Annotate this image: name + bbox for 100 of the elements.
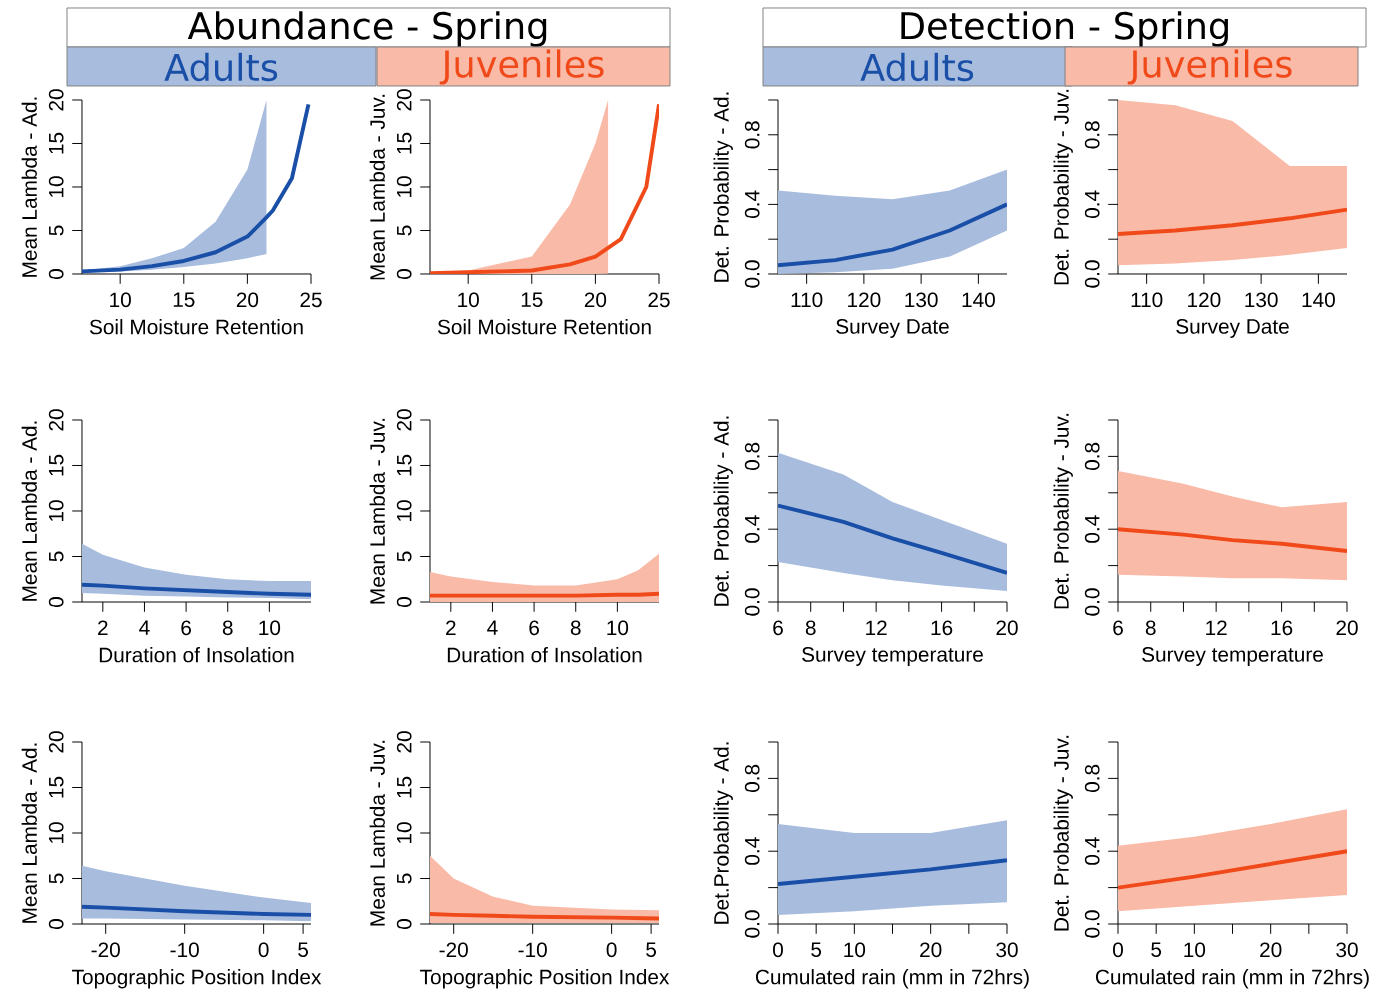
x-tick-label: 0 <box>1113 942 1123 958</box>
x-tick-label: 16 <box>1271 620 1293 636</box>
y-tick-label: 20 <box>48 731 64 753</box>
x-tick-label: 15 <box>521 292 543 307</box>
y-axis-title: Det. Probability - Ad. <box>713 416 733 606</box>
x-tick-label: 0 <box>773 942 783 958</box>
y-tick-label: 15 <box>49 776 64 798</box>
y-tick-label: 15 <box>49 454 64 476</box>
x-tick-label: 4 <box>487 620 498 635</box>
y-tick-label: 10 <box>48 500 64 521</box>
x-tick-label: 20 <box>920 942 942 958</box>
y-tick-label: 0.8 <box>744 764 760 793</box>
line-series <box>778 503 1007 575</box>
x-tick-label: 20 <box>584 292 607 308</box>
y-axis-title: Mean Lambda - Ad. <box>21 421 37 601</box>
x-axis-title: Cumulated rain (mm in 72hrs) <box>755 969 1029 989</box>
y-tick-label: 0.4 <box>1084 837 1100 865</box>
x-tick-label: 120 <box>1188 292 1221 308</box>
y-tick-label: 0.0 <box>1084 260 1100 288</box>
x-tick-label: 130 <box>1245 292 1278 308</box>
y-tick-label: 20 <box>396 731 412 753</box>
y-tick-label: 0.4 <box>744 837 760 865</box>
x-tick-label: 30 <box>996 942 1018 958</box>
y-tick-label: 0.0 <box>744 910 760 938</box>
y-tick-label: 0 <box>48 597 64 607</box>
x-tick-label: 130 <box>905 292 938 308</box>
y-axis-title: Det. Probability - Juv. <box>1053 89 1073 285</box>
line-series <box>82 904 312 917</box>
line-series <box>778 858 1007 886</box>
y-axis-title: Mean Lambda - Ad. <box>21 743 37 923</box>
x-axis-title: Soil Moisture Retention <box>89 319 303 335</box>
y-tick-label: 5 <box>49 873 64 884</box>
x-tick-label: 15 <box>173 292 195 307</box>
y-tick-label: 5 <box>397 873 412 884</box>
y-tick-label: 0.8 <box>744 442 760 471</box>
x-tick-label: -20 <box>439 942 468 958</box>
x-tick-label: 16 <box>931 620 953 636</box>
x-axis-title: Topographic Position Index <box>72 969 322 989</box>
y-tick-label: 0.4 <box>744 515 760 543</box>
line-series <box>1118 527 1348 553</box>
x-tick-label: 10 <box>259 620 281 636</box>
x-tick-label: 5 <box>646 942 657 957</box>
y-axis-title: Mean Lambda - Juv. <box>369 94 385 280</box>
y-tick-label: 0 <box>396 269 412 279</box>
x-tick-label: 0 <box>606 942 617 958</box>
x-tick-label: -10 <box>518 942 547 958</box>
x-tick-label: 2 <box>98 620 108 635</box>
x-tick-label: 110 <box>791 292 823 308</box>
y-tick-label: 0.0 <box>744 260 760 288</box>
y-tick-label: 15 <box>397 454 412 476</box>
y-tick-label: 0 <box>48 919 64 929</box>
x-tick-label: 5 <box>1151 942 1162 957</box>
x-tick-label: 25 <box>648 292 670 308</box>
y-tick-label: 0.4 <box>744 190 760 219</box>
x-axis-title: Soil Moisture Retention <box>437 319 651 335</box>
x-axis-title: Topographic Position Index <box>420 969 670 989</box>
x-axis-title: Duration of Insolation <box>447 647 642 663</box>
x-tick-label: 20 <box>1336 620 1358 636</box>
y-tick-label: 15 <box>397 776 412 798</box>
chart-subtitle: Juveniles <box>439 49 604 85</box>
chart-subtitle: Adults <box>860 52 974 82</box>
y-axis-title: Det. Probability - Ad. <box>713 92 733 282</box>
x-axis-title: Survey Date <box>1176 319 1289 338</box>
chart-title: Abundance - Spring <box>187 11 547 47</box>
x-tick-label: 8 <box>1145 620 1156 636</box>
x-tick-label: 8 <box>222 620 233 636</box>
x-tick-label: 2 <box>446 620 456 635</box>
x-axis-title: Survey temperature <box>1142 647 1323 666</box>
line-series <box>1118 207 1348 236</box>
y-tick-label: 0 <box>396 919 412 929</box>
x-tick-label: 10 <box>607 620 629 636</box>
x-tick-label: 6 <box>1113 620 1123 636</box>
y-tick-label: 0.4 <box>1084 515 1100 543</box>
x-tick-label: 12 <box>1206 620 1227 635</box>
x-tick-label: -20 <box>91 942 120 958</box>
y-tick-label: 0 <box>396 597 412 607</box>
x-tick-label: 20 <box>996 620 1018 636</box>
x-tick-label: 6 <box>529 620 539 636</box>
y-tick-label: 10 <box>396 500 412 521</box>
y-tick-label: 5 <box>49 551 64 562</box>
y-tick-label: 5 <box>397 551 412 562</box>
x-axis-title: Duration of Insolation <box>99 647 294 663</box>
y-tick-label: 0.4 <box>1084 190 1100 219</box>
x-tick-label: 10 <box>110 292 131 308</box>
y-tick-label: 20 <box>396 89 412 111</box>
x-tick-label: 5 <box>298 942 309 957</box>
x-tick-label: 30 <box>1336 942 1358 958</box>
y-tick-label: 20 <box>48 409 64 431</box>
line-series <box>778 202 1007 268</box>
y-tick-label: 10 <box>48 822 64 843</box>
y-tick-label: 15 <box>397 132 412 154</box>
y-tick-label: 0.8 <box>1084 121 1100 149</box>
y-tick-label: 10 <box>48 176 64 197</box>
x-tick-label: 20 <box>1260 942 1282 958</box>
y-tick-label: 10 <box>396 822 412 843</box>
y-tick-label: 0.8 <box>1084 764 1100 793</box>
x-tick-label: 120 <box>848 292 881 308</box>
x-tick-label: 8 <box>570 620 581 636</box>
y-axis-title: Det. Probability - Juv. <box>1053 413 1073 609</box>
x-tick-label: 6 <box>773 620 783 636</box>
